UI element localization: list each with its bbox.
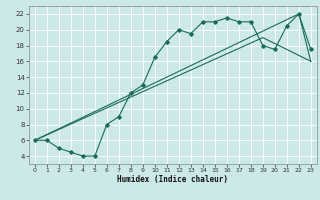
X-axis label: Humidex (Indice chaleur): Humidex (Indice chaleur) [117,175,228,184]
